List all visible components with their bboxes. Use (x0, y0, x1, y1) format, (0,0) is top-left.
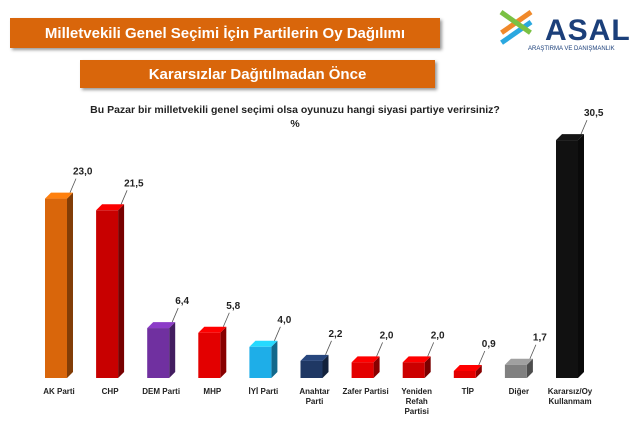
bar-top (453, 364, 482, 371)
bar (351, 356, 380, 378)
leader-line (580, 119, 588, 135)
bar-side (67, 192, 73, 378)
bar-front (351, 362, 374, 378)
bar-top (351, 356, 380, 363)
bar-side (475, 364, 482, 378)
x-tick-label: İYİ Parti (248, 387, 279, 396)
leader-line (427, 342, 435, 357)
unit-label: % (290, 118, 300, 130)
bar-front (453, 370, 476, 378)
value-label: 2,0 (380, 330, 394, 341)
bar-side (322, 354, 329, 378)
bar-front (147, 328, 170, 378)
x-tick-label: CHP (101, 387, 119, 396)
bar-front (198, 332, 221, 378)
bar-top (556, 134, 584, 141)
x-tick-label: Yeniden Refah Partisi (401, 387, 433, 416)
x-tick-label: DEM Parti (142, 387, 181, 396)
value-label: 23,0 (73, 167, 93, 178)
question: Bu Pazar bir milletvekili genel seçimi o… (90, 104, 500, 116)
bar-front (96, 210, 119, 378)
value-label: 0,9 (482, 339, 496, 350)
value-label: 6,4 (175, 296, 189, 307)
x-tick-label: MHP (203, 387, 222, 396)
bar-side (526, 358, 533, 378)
x-tick-label: Anahtar Parti (299, 387, 330, 406)
x-tick-label: Diğer (508, 387, 530, 396)
leader-line (171, 307, 179, 323)
bar-top (504, 358, 533, 365)
bar (402, 356, 431, 378)
value-label: 30,5 (584, 108, 604, 119)
bar-side (373, 356, 380, 378)
value-label: 1,7 (533, 333, 547, 344)
leader-line (274, 326, 281, 341)
x-tick-label: Zafer Partisi (342, 387, 389, 396)
bar-front (249, 346, 272, 378)
leader-line (120, 190, 128, 205)
bar (504, 358, 533, 378)
bar-front (402, 362, 425, 378)
bar (300, 354, 329, 378)
value-label: 2,2 (329, 329, 343, 340)
leader-line (478, 350, 486, 366)
bar-front (45, 198, 67, 378)
bar (453, 364, 482, 378)
bar (198, 326, 227, 378)
bar-side (578, 134, 584, 378)
logo-icon (499, 10, 533, 45)
value-label: 2,0 (431, 330, 445, 341)
bar-top (147, 322, 176, 329)
bar-front (300, 360, 323, 378)
bar-side (424, 356, 431, 378)
bar-top (300, 354, 329, 361)
bar-front (556, 140, 578, 378)
leader-line (222, 312, 230, 327)
leader-line (529, 344, 537, 359)
bar (96, 204, 125, 378)
value-label: 4,0 (277, 315, 291, 326)
x-tick-label: AK Parti (43, 387, 75, 396)
bar-side (118, 204, 125, 378)
bar-front (504, 364, 527, 378)
bar (45, 192, 73, 378)
leader-line (325, 340, 332, 355)
value-label: 5,8 (226, 301, 240, 312)
x-tick-label: Kararsız/Oy Kullanmam (547, 387, 593, 406)
bar-top (198, 326, 227, 333)
logo-name: ASAL (545, 14, 631, 47)
bar (556, 134, 584, 378)
subtitle-banner: Kararsızlar Dağıtılmadan Önce (80, 60, 435, 88)
leader-line (69, 178, 77, 193)
bar-side (220, 326, 227, 378)
bar-top (249, 340, 278, 347)
leader-line (376, 342, 383, 357)
logo-tagline: ARAŞTIRMA VE DANIŞMANLIK (528, 46, 615, 52)
bar (147, 322, 176, 378)
bar-top (402, 356, 431, 363)
bar-side (271, 340, 278, 378)
value-label: 21,5 (124, 178, 144, 189)
bar-side (169, 322, 176, 378)
x-tick-label: TİP (461, 387, 475, 396)
bar (249, 340, 278, 378)
bar-top (45, 192, 73, 199)
title-banner: Milletvekili Genel Seçimi İçin Partileri… (10, 18, 440, 48)
bar-top (96, 204, 125, 211)
